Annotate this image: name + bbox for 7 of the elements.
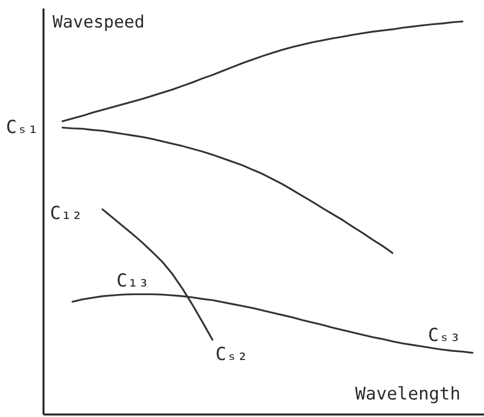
x-axis-title: Wavelength: [355, 384, 460, 404]
text: Cₛ₁: [6, 117, 39, 138]
annotation: C₁₂: [50, 202, 83, 224]
annotation: Cₛ₂: [216, 344, 248, 365]
annotation: Cₛ₃: [428, 324, 461, 346]
y-axis-title: Wavespeed: [52, 12, 145, 32]
annotation: C₁₃: [116, 270, 150, 292]
